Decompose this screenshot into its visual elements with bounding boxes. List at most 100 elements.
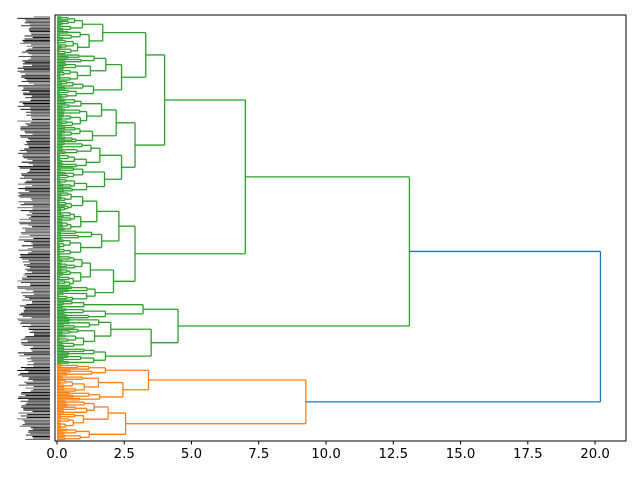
leaf-label xyxy=(27,270,51,272)
leaf-label xyxy=(22,375,51,377)
leaf-label xyxy=(25,308,51,310)
leaf-label xyxy=(32,350,51,352)
leaf-label xyxy=(24,296,50,298)
leaf-label xyxy=(31,271,51,273)
leaf-label xyxy=(19,218,50,220)
leaf-label xyxy=(32,226,50,228)
leaf-label xyxy=(27,340,50,342)
leaf-label xyxy=(20,193,51,195)
leaf-label xyxy=(25,19,50,21)
leaf-label xyxy=(29,190,51,193)
leaf-label xyxy=(26,265,50,267)
leaf-label xyxy=(17,287,50,289)
leaf-label xyxy=(29,139,50,141)
leaf-label xyxy=(17,207,50,209)
leaf-label xyxy=(31,44,50,46)
leaf-label xyxy=(24,78,51,80)
leaf-label xyxy=(32,428,51,430)
leaf-label xyxy=(20,415,51,417)
leaf-label xyxy=(21,233,51,235)
leaf-label xyxy=(27,361,50,363)
leaf-label xyxy=(32,119,50,121)
leaf-label xyxy=(25,186,51,188)
leaf-label xyxy=(29,31,51,33)
leaf-label xyxy=(30,324,50,326)
leaf-label xyxy=(21,406,51,408)
leaf-label xyxy=(33,365,50,367)
leaf-label xyxy=(30,32,50,34)
leaf-label xyxy=(29,28,51,30)
leaf-label xyxy=(32,212,51,215)
leaf-label xyxy=(21,76,50,78)
leaf-label xyxy=(23,345,50,347)
leaf-label xyxy=(19,167,51,169)
leaf-label xyxy=(20,255,50,257)
leaf-label xyxy=(19,101,51,103)
leaf-label xyxy=(21,89,51,91)
leaf-label xyxy=(23,104,51,106)
leaf-label xyxy=(18,412,51,414)
leaf-label xyxy=(31,122,51,124)
leaf-label xyxy=(32,160,51,162)
leaf-label xyxy=(27,402,50,404)
leaf-label xyxy=(21,321,50,323)
x-tick-label: 5.0 xyxy=(181,447,202,462)
leaf-label xyxy=(24,130,50,132)
leaf-label xyxy=(17,105,50,107)
leaf-label xyxy=(22,315,51,317)
leaf-label xyxy=(25,230,50,232)
leaf-label xyxy=(30,26,50,28)
leaf-label xyxy=(32,36,51,38)
leaf-label xyxy=(31,251,51,253)
leaf-label xyxy=(25,97,51,99)
leaf-label xyxy=(30,433,51,435)
leaf-label xyxy=(22,325,51,327)
leaf-label xyxy=(18,352,50,354)
leaf-label xyxy=(33,362,51,364)
leaf-label xyxy=(21,245,51,247)
leaf-label xyxy=(28,145,51,147)
leaf-label xyxy=(31,302,50,304)
leaf-label xyxy=(33,333,51,335)
leaf-label xyxy=(24,148,51,150)
leaf-label xyxy=(17,286,50,288)
leaf-label xyxy=(22,279,51,281)
leaf-label xyxy=(20,342,51,344)
leaf-label xyxy=(25,438,51,440)
dendrogram-links xyxy=(57,16,602,441)
leaf-label xyxy=(21,174,50,176)
leaf-label xyxy=(23,88,50,90)
leaf-label xyxy=(28,53,50,55)
leaf-label xyxy=(26,180,51,182)
leaf-label xyxy=(25,394,51,396)
leaf-label xyxy=(23,408,51,410)
leaf-label xyxy=(28,163,51,165)
leaf-label xyxy=(26,45,50,47)
leaf-label xyxy=(33,389,50,391)
leaf-label xyxy=(20,129,50,131)
x-tick-label: 20.0 xyxy=(580,447,610,462)
leaf-label xyxy=(21,25,51,27)
leaf-label xyxy=(19,196,51,198)
leaf-label xyxy=(30,113,50,115)
leaf-label xyxy=(26,416,51,418)
leaf-label xyxy=(19,254,50,256)
leaf-label xyxy=(28,399,51,401)
leaf-label xyxy=(29,170,50,172)
leaf-label xyxy=(21,405,51,407)
leaf-label xyxy=(33,293,50,295)
leaf-label xyxy=(29,91,51,93)
leaf-label xyxy=(21,312,50,314)
leaf-label xyxy=(20,204,51,206)
leaf-label xyxy=(22,419,50,421)
leaf-label xyxy=(25,268,50,270)
leaf-label xyxy=(26,20,51,22)
leaf-label xyxy=(28,58,51,60)
leaf-label xyxy=(31,95,50,97)
leaf-label xyxy=(31,215,51,217)
leaf-label xyxy=(27,248,51,250)
leaf-label xyxy=(26,358,50,360)
leaf-label xyxy=(28,328,50,330)
leaf-label xyxy=(24,240,51,242)
